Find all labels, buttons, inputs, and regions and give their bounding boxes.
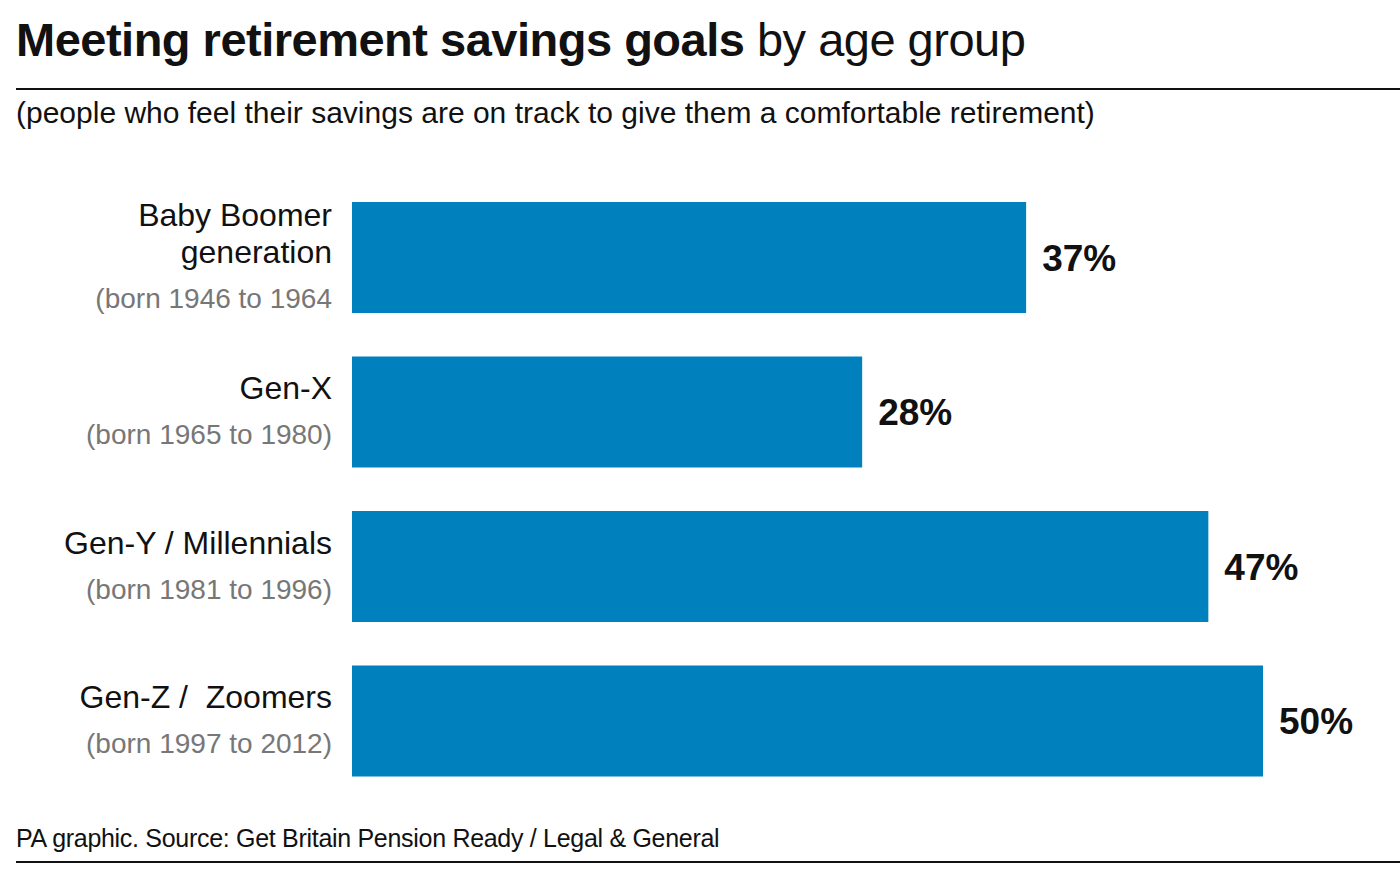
svg-text:50%: 50%	[1279, 701, 1353, 742]
html-text:Meeting retirement savings goa: Meeting retirement savings goals by age …	[16, 13, 1026, 66]
svg-text:(born 1997 to 2012): (born 1997 to 2012)	[86, 728, 332, 759]
svg-text:Gen-Y / Millennials: Gen-Y / Millennials	[64, 525, 332, 561]
svg-text:47%: 47%	[1224, 547, 1298, 588]
svg-text:(born 1981 to 1996): (born 1981 to 1996)	[86, 574, 332, 605]
svg-text:28%: 28%	[878, 392, 952, 433]
svg-text:Gen-Z / Zoomers: Gen-Z / Zoomers	[80, 679, 333, 715]
svg-text:Baby Boomer: Baby Boomer	[138, 197, 332, 233]
html-text:(people who feel their savings: (people who feel their savings are on tr…	[16, 96, 1095, 129]
html-text:PA graphic. Source: Get Britai: PA graphic. Source: Get Britain Pension …	[16, 824, 720, 852]
svg-text:(born 1946 to 1964: (born 1946 to 1964	[95, 283, 332, 314]
svg-text:(born 1965 to 1980): (born 1965 to 1980)	[86, 419, 332, 450]
svg-text:37%: 37%	[1042, 238, 1116, 279]
svg-text:generation: generation	[181, 234, 332, 270]
svg-text:Gen-X: Gen-X	[240, 370, 332, 406]
